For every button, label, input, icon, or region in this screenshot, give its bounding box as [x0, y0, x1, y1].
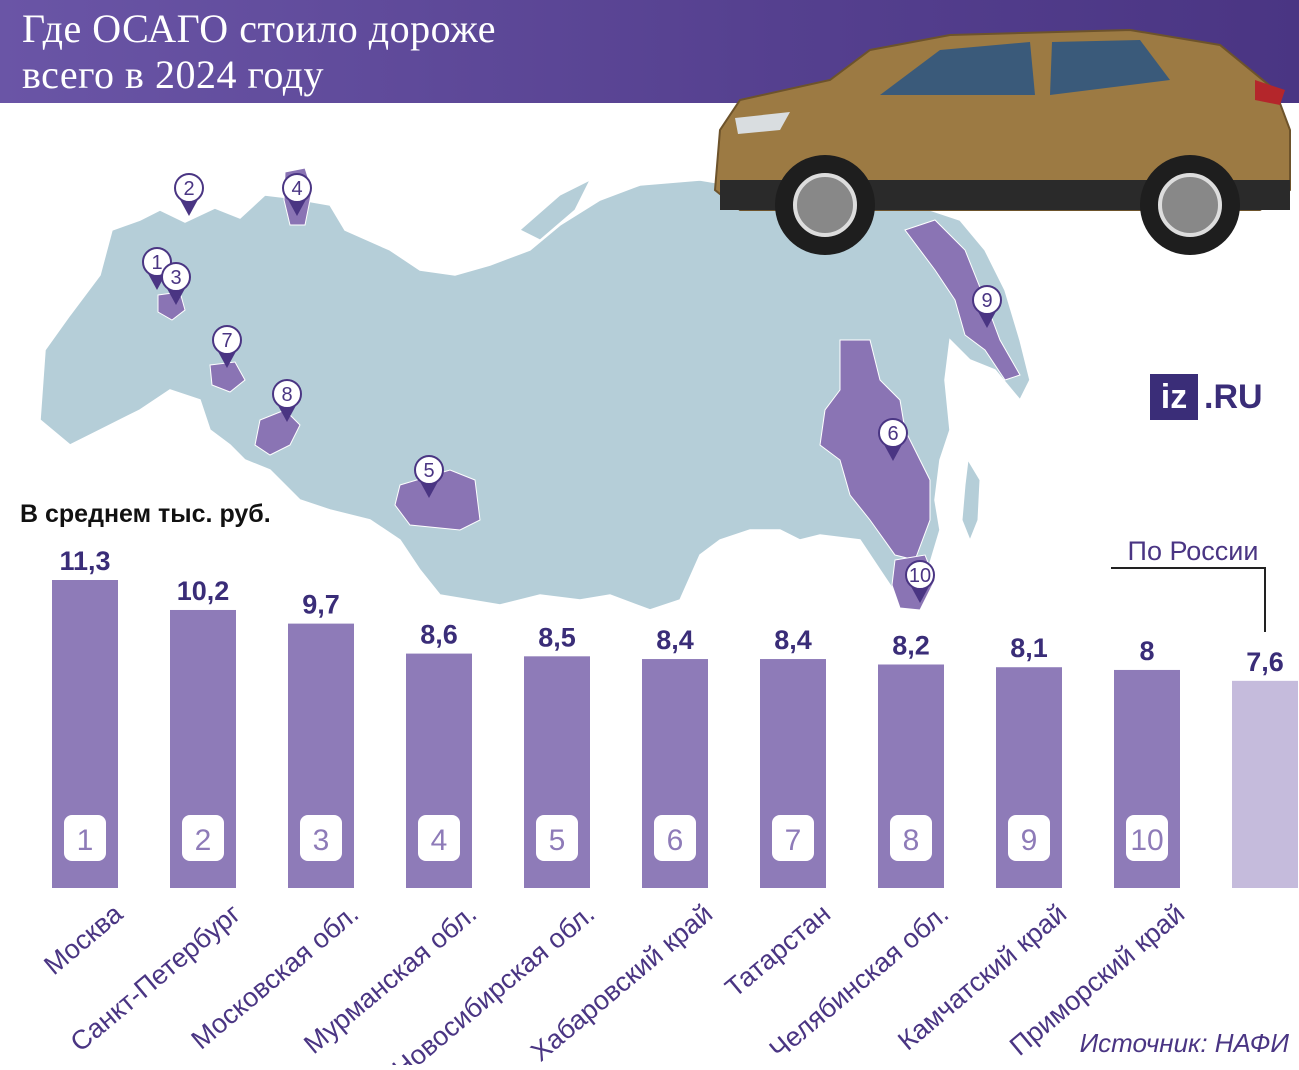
marker-label: 2: [183, 178, 194, 200]
map-land-kamchatka: [904, 219, 1021, 381]
map-land-tatarstan: [209, 361, 246, 393]
marker-circle: [212, 325, 242, 355]
rank-label: 2: [195, 824, 212, 857]
marker-label: 7: [221, 330, 232, 352]
brand-logo: iz .RU: [1150, 374, 1263, 420]
rank-badge: [64, 815, 106, 861]
marker-label: 5: [423, 460, 434, 482]
value-label: 8,4: [774, 625, 812, 655]
title-line-1: Где ОСАГО стоило дороже: [22, 6, 496, 51]
rank-badge: [536, 815, 578, 861]
rank-badge: [418, 815, 460, 861]
value-label: 10,2: [177, 576, 230, 606]
marker-label: 6: [887, 423, 898, 445]
value-label: 8,2: [892, 630, 930, 660]
value-label: 8,1: [1010, 633, 1048, 663]
marker-label: 9: [981, 290, 992, 312]
car-window: [1050, 40, 1170, 95]
category-label: Москва: [38, 898, 129, 981]
bar-chart: 11,3 1 Москва 10,2 2 Санкт-Петербург 9,7 3 Моско…: [0, 500, 1299, 1070]
title-line-2: всего в 2024 году: [22, 52, 325, 97]
total-callout-line: [1111, 567, 1266, 632]
category-label: Татарстан: [719, 898, 836, 1003]
marker-circle: [282, 173, 312, 203]
brand-suffix: .RU: [1204, 377, 1263, 416]
map-land: [39, 179, 1031, 611]
map-land-novosibirsk: [394, 469, 481, 531]
value-label: 11,3: [59, 546, 110, 576]
marker-label: 10: [909, 565, 931, 587]
car-window: [880, 42, 1035, 95]
marker-circle: [972, 285, 1002, 315]
rank-label: 9: [1021, 824, 1038, 857]
marker-label: 4: [291, 178, 302, 200]
marker-label: 3: [170, 267, 181, 289]
marker-circle: [174, 173, 204, 203]
rank-label: 4: [431, 824, 448, 857]
car-taillight: [1255, 80, 1285, 105]
map-land-novaya-zemlya: [519, 178, 592, 241]
marker-circle: [161, 262, 191, 292]
brand-box: iz: [1150, 374, 1198, 420]
car-wheel-rim: [1158, 173, 1222, 237]
marker-label: 8: [281, 384, 292, 406]
rank-label: 10: [1130, 824, 1163, 857]
source-note: Источник: НАФИ: [1079, 1028, 1289, 1058]
rank-label: 1: [77, 824, 94, 857]
rank-label: 8: [903, 824, 920, 857]
bar-total: [1232, 680, 1298, 888]
map-land-sakhalin: [961, 458, 981, 542]
rank-label: 5: [549, 824, 566, 857]
car-wheel-rim: [793, 173, 857, 237]
value-label: 8,4: [656, 625, 694, 655]
car-illustration: [700, 20, 1299, 260]
marker-circle: [414, 455, 444, 485]
map-land-khabarovsk: [819, 339, 931, 561]
rank-label: 3: [313, 824, 330, 857]
marker-circle: [878, 418, 908, 448]
total-label: По России: [1128, 536, 1259, 566]
page-title: Где ОСАГО стоило дороже всего в 2024 год…: [22, 6, 662, 98]
map-markers: 1 2 3 4 5 6 7 8 9 10: [142, 173, 1002, 603]
rank-badge: [772, 815, 814, 861]
value-label: 8,5: [538, 622, 576, 652]
value-label: 7,6: [1246, 647, 1284, 677]
chart-subtitle: В среднем тыс. руб.: [20, 500, 271, 528]
rank-label: 7: [785, 824, 802, 857]
car-headlight: [735, 112, 790, 134]
marker-circle: [905, 560, 935, 590]
marker-label: 1: [151, 252, 162, 274]
rank-badge: [182, 815, 224, 861]
value-label: 8: [1139, 636, 1154, 666]
rank-badge: [890, 815, 932, 861]
rank-label: 6: [667, 824, 684, 857]
rank-badge: [1008, 815, 1050, 861]
value-label: 8,6: [420, 620, 458, 650]
rank-badge: [654, 815, 696, 861]
marker-circle: [272, 379, 302, 409]
value-label: 9,7: [302, 590, 340, 620]
russia-map: 1 2 3 4 5 6 7 8 9 10: [0, 100, 1100, 620]
rank-badge: [1126, 815, 1168, 861]
rank-badge: [300, 815, 342, 861]
